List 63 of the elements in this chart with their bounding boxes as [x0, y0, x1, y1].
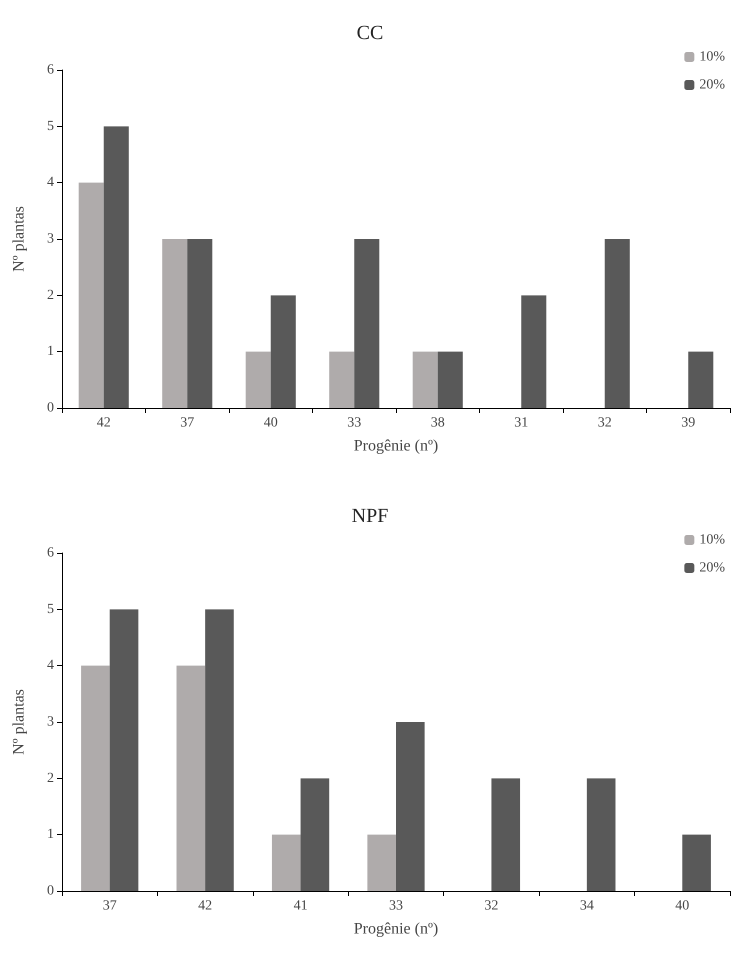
x-tick-label: 32	[598, 416, 612, 430]
bar	[412, 352, 438, 408]
bar	[110, 609, 138, 891]
bar	[367, 834, 396, 891]
bar	[682, 834, 711, 891]
x-tick-label: 42	[198, 898, 212, 914]
bar	[354, 239, 380, 408]
bar	[81, 666, 110, 891]
y-tick-label: 5	[47, 118, 54, 134]
bar	[604, 239, 630, 408]
y-tick-label: 3	[47, 714, 54, 730]
x-tick-label: 37	[102, 898, 117, 914]
legend-label: 10%	[699, 532, 726, 548]
bar	[78, 182, 104, 408]
y-tick-label: 6	[47, 62, 54, 78]
y-tick-label: 1	[47, 827, 54, 842]
bar	[246, 352, 271, 408]
x-tick-label: 34	[580, 898, 594, 914]
y-tick-label: 4	[47, 658, 54, 674]
x-tick-label: 33	[389, 898, 403, 914]
bar	[438, 352, 463, 408]
bar	[104, 126, 129, 408]
x-axis-title: Progênie (nº)	[354, 438, 438, 454]
chart-title: NPF	[352, 505, 388, 527]
x-tick-label: 39	[681, 416, 696, 430]
x-tick-label: 38	[430, 416, 445, 430]
y-tick-label: 2	[47, 770, 54, 786]
y-tick-label: 1	[47, 344, 54, 360]
x-tick-label: 33	[347, 416, 362, 430]
bar	[176, 666, 206, 891]
bar	[270, 295, 296, 408]
chart-title: CC	[356, 22, 384, 44]
x-tick-label: 42	[96, 416, 111, 430]
x-tick-label: 32	[484, 898, 498, 914]
bar	[187, 239, 212, 408]
bar	[329, 352, 354, 408]
y-tick-label: 4	[47, 175, 54, 190]
bar	[688, 352, 714, 408]
y-tick-label: 6	[47, 546, 54, 560]
x-tick-label: 40	[675, 898, 690, 914]
y-tick-label: 0	[47, 400, 54, 416]
bar	[491, 778, 520, 891]
x-tick-label: 40	[264, 416, 278, 430]
y-tick-label: 5	[47, 602, 54, 617]
bar	[272, 834, 301, 891]
bar	[586, 778, 616, 891]
y-axis-title: Nº plantas	[10, 689, 28, 755]
x-tick-label: 41	[294, 898, 308, 914]
bar	[300, 778, 330, 891]
x-axis-title: Progênie (nº)	[354, 920, 438, 938]
legend-label: 20%	[699, 78, 726, 92]
legend-label: 10%	[699, 50, 726, 64]
y-tick-label: 3	[47, 232, 54, 246]
bar	[162, 239, 188, 408]
legend-label: 20%	[699, 560, 726, 576]
y-tick-label: 0	[47, 884, 54, 898]
y-tick-label: 2	[47, 288, 54, 303]
bar	[521, 295, 546, 408]
bar	[396, 722, 425, 891]
x-tick-label: 37	[180, 416, 194, 430]
bar	[205, 609, 234, 891]
x-tick-label: 31	[514, 416, 528, 430]
y-axis-title: Nº plantas	[10, 206, 28, 272]
